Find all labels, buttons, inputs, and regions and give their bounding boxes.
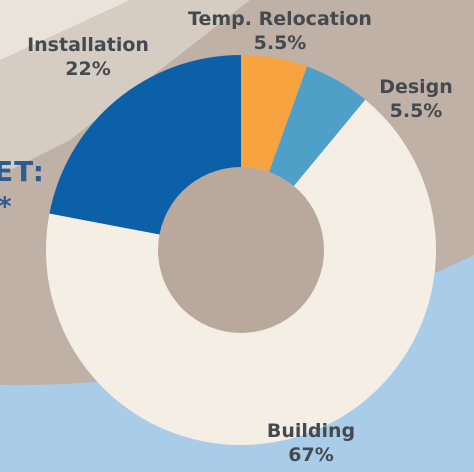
wall-highlight xyxy=(0,0,250,175)
slice-name: Temp. Relocation xyxy=(188,8,372,30)
side-asterisk: * xyxy=(0,192,12,222)
slice-label-design: Design 5.5% xyxy=(360,76,472,124)
slice-name: Installation xyxy=(27,34,149,56)
slice-name: Building xyxy=(266,420,356,442)
slice-label-installation: Installation 22% xyxy=(8,34,168,82)
slice-percent: 5.5% xyxy=(253,31,307,54)
slice-label-temp-relocation: Temp. Relocation 5.5% xyxy=(170,8,390,56)
donut-hole xyxy=(158,167,324,333)
slice-percent: 67% xyxy=(288,443,334,466)
slice-label-building: Building 67% xyxy=(236,420,386,468)
slice-percent: 5.5% xyxy=(389,99,443,122)
side-heading-fragment: ET: xyxy=(0,155,45,188)
slice-percent: 22% xyxy=(65,57,111,80)
wall-highlight-corner xyxy=(0,0,130,60)
slice-name: Design xyxy=(379,76,453,98)
